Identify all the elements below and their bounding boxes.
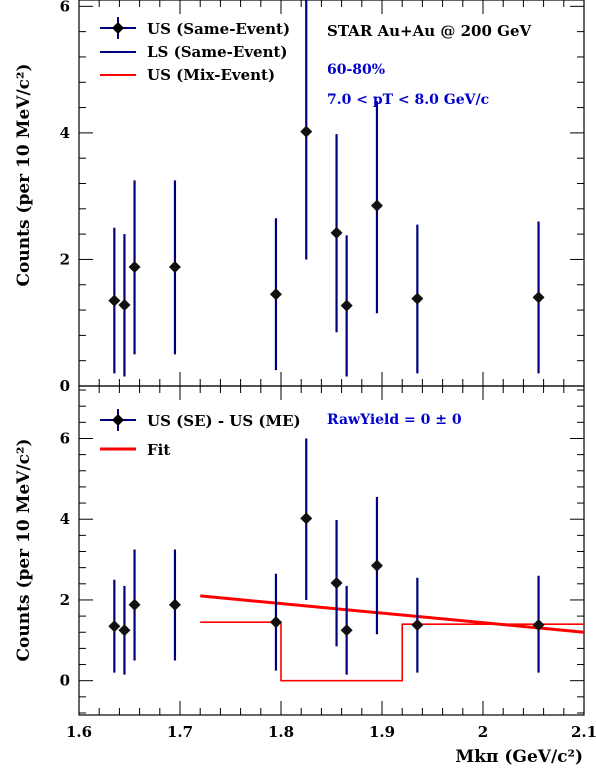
y-tick-label: 2: [60, 250, 70, 268]
pt-range-annotation: 7.0 < pT < 8.0 GeV/c: [327, 92, 489, 108]
data-point: [128, 261, 141, 274]
experiment-annotation: STAR Au+Au @ 200 GeV: [327, 22, 531, 40]
raw-yield-annotation: RawYield = 0 ± 0: [327, 412, 462, 428]
mix-event-step: [200, 621, 584, 682]
x-tick-label: 2.1: [571, 723, 596, 741]
data-point: [168, 598, 181, 611]
x-tick-label: 2: [478, 723, 488, 741]
y-tick-label: 0: [60, 377, 70, 395]
legend-marker-subtracted: [112, 414, 124, 426]
y-tick-label: 6: [60, 429, 70, 447]
data-point: [108, 294, 121, 307]
data-point: [168, 261, 181, 274]
top-y-axis-label: Counts (per 10 MeV/c²): [14, 63, 34, 286]
data-point: [411, 618, 424, 631]
data-point: [411, 292, 424, 305]
data-point: [118, 299, 131, 312]
data-point: [128, 598, 141, 611]
data-point: [370, 559, 383, 572]
legend-label-us-mix: US (Mix-Event): [147, 66, 275, 84]
fit-line: [200, 594, 585, 634]
legend-label-ls-same: LS (Same-Event): [147, 43, 288, 61]
x-axis-label: Mkπ (GeV/c²): [455, 747, 583, 767]
legend-label-subtracted: US (SE) - US (ME): [147, 412, 301, 430]
y-tick-label: 4: [60, 124, 70, 142]
legend-marker-us-same: [112, 22, 124, 34]
bottom-frame: [78, 385, 585, 716]
y-tick-label: 6: [60, 0, 70, 15]
data-point: [340, 624, 353, 637]
bottom-panel: 0 2 4 6 1.6 1.7 1.8 1.9 2 2.1 Counts (per 10 MeV…: [14, 385, 596, 767]
top-legend: US (Same-Event) LS (Same-Event) US (Mix-…: [100, 17, 290, 84]
y-tick-label: 0: [60, 672, 70, 690]
x-tick-label: 1.6: [66, 723, 92, 741]
data-point: [330, 226, 343, 239]
legend-label-us-same: US (Same-Event): [147, 20, 290, 38]
data-point: [108, 620, 121, 633]
y-tick-label: 2: [60, 591, 70, 609]
data-point: [300, 512, 313, 525]
top-panel: 0 2 4 6 Counts (per 10 MeV/c²) US (Same-Eve…: [14, 0, 585, 395]
data-point: [532, 618, 545, 631]
data-point: [370, 199, 383, 212]
centrality-annotation: 60-80%: [327, 62, 385, 78]
data-point: [300, 125, 313, 138]
data-point: [269, 288, 282, 301]
bottom-y-axis-label: Counts (per 10 MeV/c²): [14, 438, 34, 661]
x-tick-label: 1.7: [167, 723, 193, 741]
y-tick-label: 4: [60, 510, 70, 528]
data-point: [340, 299, 353, 312]
x-tick-label: 1.9: [369, 723, 395, 741]
legend-label-fit: Fit: [147, 441, 170, 459]
bottom-legend: US (SE) - US (ME) Fit: [100, 409, 301, 459]
data-point: [118, 624, 131, 637]
data-point: [532, 291, 545, 304]
data-point: [269, 616, 282, 629]
data-point: [330, 576, 343, 589]
x-tick-label: 1.8: [268, 723, 294, 741]
